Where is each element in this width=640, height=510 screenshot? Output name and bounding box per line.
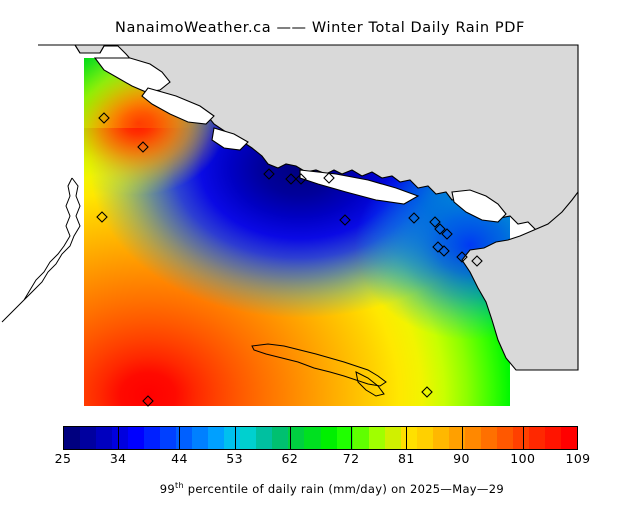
colorbar-band-3 [112, 427, 129, 449]
station-marker [98, 112, 110, 124]
visualization-root: NanaimoWeather.ca —— Winter Total Daily … [0, 20, 640, 496]
map-panel [0, 40, 640, 420]
station-marker [142, 395, 154, 407]
colorbar-band-24 [448, 427, 465, 449]
colorbar-band-20 [384, 427, 401, 449]
channel-north [141, 87, 215, 125]
colorbar-label-90: 90 [453, 451, 470, 466]
colorbar-band-1 [80, 427, 97, 449]
station-marker [421, 386, 433, 398]
colorbar-band-18 [352, 427, 369, 449]
station-marker [295, 173, 307, 185]
station-marker [456, 251, 468, 263]
colorbar-band-17 [336, 427, 353, 449]
caption-prefix: 99 [159, 481, 176, 496]
weather-contour-map [0, 40, 640, 420]
colorbar-band-6 [160, 427, 177, 449]
lake-south-branch [355, 371, 385, 397]
station-marker-layer [96, 112, 483, 407]
page-title: NanaimoWeather.ca —— Winter Total Daily … [115, 20, 525, 36]
colorbar-band-14 [288, 427, 305, 449]
station-marker [429, 216, 441, 228]
water-layer [93, 57, 507, 223]
harbour-east [451, 189, 507, 223]
colorbar-band-8 [192, 427, 209, 449]
colorbar-band-0 [64, 427, 81, 449]
colorbar-label-81: 81 [397, 451, 415, 466]
colorbar-panel: 25 34 44 53 62 72 81 90 100 109 99th percentile o… [0, 424, 640, 496]
station-marker [339, 214, 351, 226]
station-marker [96, 211, 108, 223]
colorbar-band-12 [256, 427, 273, 449]
lake-west-long [1, 177, 81, 323]
colorbar-band-11 [240, 427, 257, 449]
colorbar-label-109: 109 [565, 451, 591, 466]
station-marker [434, 223, 446, 235]
colorbar-band-4 [128, 427, 145, 449]
colorbar-caption: 99th percentile of daily rain (mm/day) o… [0, 467, 640, 510]
colorbar-band-22 [416, 427, 433, 449]
bay-central-north [211, 127, 249, 151]
caption-rest: percentile of daily rain (mm/day) on 202… [183, 481, 504, 496]
station-marker [438, 245, 450, 257]
colorbar-band-27 [496, 427, 513, 449]
inland-water-outlines [1, 177, 387, 397]
colorbar-band-5 [144, 427, 161, 449]
colorbar-label-53: 53 [226, 451, 244, 466]
colorbar-band-15 [304, 427, 321, 449]
colorbar-band-28 [512, 427, 529, 449]
colorbar-band-10 [224, 427, 241, 449]
colorbar-band-29 [528, 427, 545, 449]
inlet-northwest [93, 57, 171, 93]
colorbar-band-21 [400, 427, 417, 449]
colorbar-label-25: 25 [54, 451, 72, 466]
colorbar-band-30 [544, 427, 561, 449]
colorbar-band-9 [208, 427, 225, 449]
colorbar-band-26 [480, 427, 497, 449]
colorbar-label-34: 34 [109, 451, 127, 466]
colorbar-label-62: 62 [281, 451, 299, 466]
colorbar-label-72: 72 [342, 451, 360, 466]
station-marker [323, 172, 335, 184]
mainland-southeast-lobe [461, 190, 579, 371]
lake-south-chain [251, 343, 387, 387]
caption-superscript: th [175, 481, 184, 490]
station-marker [285, 173, 297, 185]
colorbar-band-31 [560, 427, 577, 449]
colorbar-band-19 [368, 427, 385, 449]
station-marker [441, 228, 453, 240]
station-marker [137, 141, 149, 153]
colorbar-band-16 [320, 427, 337, 449]
station-marker [408, 212, 420, 224]
colorbar-tick-labels: 25 34 44 53 62 72 81 90 100 109 [0, 451, 640, 467]
colorbar-label-44: 44 [171, 451, 188, 466]
station-marker [432, 241, 444, 253]
colorbar-band-25 [464, 427, 481, 449]
station-marker [471, 255, 483, 267]
strait-central [299, 169, 420, 205]
colorbar-label-100: 100 [510, 451, 536, 466]
north-island-1 [74, 44, 105, 54]
colorbar-band-13 [272, 427, 289, 449]
colorbar-band-2 [96, 427, 113, 449]
colorbar-gradient [63, 426, 578, 450]
colorbar-band-7 [176, 427, 193, 449]
station-marker [263, 168, 275, 180]
colorbar-band-23 [432, 427, 449, 449]
